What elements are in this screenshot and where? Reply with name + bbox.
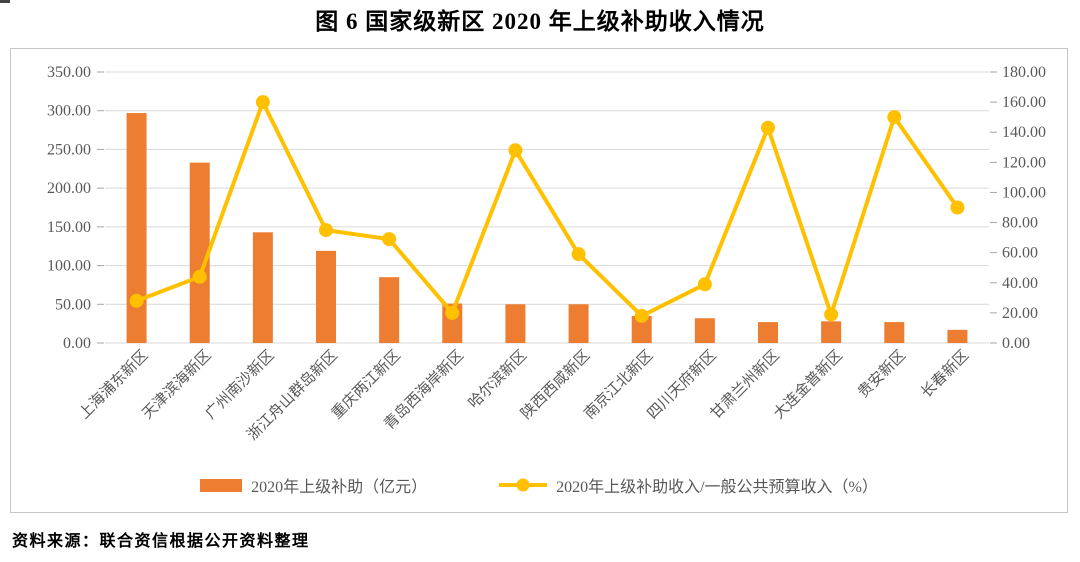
y-axis-label-left: 350.00: [47, 64, 91, 81]
y-axis-label-right: 100.00: [1002, 184, 1046, 201]
chart-title: 图 6 国家级新区 2020 年上级补助收入情况: [315, 9, 765, 34]
bar-series-swatch-icon: [200, 478, 243, 492]
y-axis-label-right: 120.00: [1002, 154, 1046, 171]
y-axis-label-left: 150.00: [47, 219, 91, 236]
y-axis-right-labels: 0.00 20.00 40.00 60.00 80.00 100.00 120.00 140.…: [1002, 64, 1046, 352]
y-axis-label-left: 300.00: [47, 103, 91, 120]
y-axis-label-right: 40.00: [1002, 275, 1038, 292]
legend-item-line: 2020年上级补助收入/一般公共预算收入（%）: [499, 473, 878, 497]
y-axis-label-right: 60.00: [1002, 245, 1038, 262]
x-axis-labels: 上海浦东新区天津滨海新区广州南沙新区浙江舟山群岛新区重庆两江新区青岛西海岸新区哈…: [76, 347, 973, 444]
line-dot: [950, 200, 965, 215]
y-axis-label-right: 180.00: [1002, 64, 1046, 81]
line-series-marker-icon: [499, 483, 548, 487]
line-series: [129, 95, 965, 323]
line-dot: [761, 120, 775, 135]
y-axis-label-right: 20.00: [1002, 305, 1038, 322]
y-axis-label-left: 100.00: [47, 258, 91, 275]
chart-legend: 2020年上级补助（亿元） 2020年上级补助收入/一般公共预算收入（%）: [11, 473, 1067, 497]
legend-item-bar: 2020年上级补助（亿元）: [200, 473, 427, 497]
bar: [252, 232, 273, 343]
bar: [884, 322, 905, 343]
line-series-label: 2020年上级补助收入/一般公共预算收入（%）: [556, 479, 878, 496]
y-axis-label-right: 80.00: [1002, 215, 1038, 232]
line-path: [134, 100, 960, 318]
bar: [126, 113, 147, 343]
line-dot: [192, 269, 207, 284]
bar: [694, 318, 715, 343]
bar-series-label: 2020年上级补助（亿元）: [251, 479, 428, 496]
line-dot: [319, 223, 333, 238]
line-dot: [571, 247, 586, 262]
line-dot: [382, 232, 397, 247]
y-axis-left-labels: 0.00 50.00 100.00 150.00 200.00 250.00 300.00 3…: [47, 64, 91, 352]
line-dot: [634, 308, 649, 323]
line-dot: [445, 305, 460, 320]
combo-bar-line-chart: 0.00 50.00 100.00 150.00 200.00 250.00 300.00 3…: [47, 64, 1046, 444]
y-axis-label-right: 140.00: [1002, 124, 1046, 141]
gridlines: [97, 71, 997, 344]
bar: [505, 304, 526, 343]
y-axis-label-left: 0.00: [63, 335, 91, 352]
x-axis-label: 长春新区: [918, 347, 972, 401]
y-axis-label-right: 0.00: [1002, 335, 1030, 352]
line-dot: [508, 143, 523, 158]
line-dot: [255, 95, 270, 110]
line-dot: [129, 293, 144, 308]
bar: [758, 322, 778, 343]
bar: [316, 250, 336, 343]
y-axis-label-left: 200.00: [47, 180, 91, 197]
bar: [189, 162, 210, 343]
y-axis-label-left: 250.00: [47, 141, 91, 158]
y-axis-label-left: 50.00: [55, 296, 91, 313]
bar: [821, 321, 842, 343]
chart-container: 0.00 50.00 100.00 150.00 200.00 250.00 300.00 3…: [10, 48, 1068, 513]
x-axis-label: 哈尔滨新区: [465, 347, 530, 412]
line-dot: [887, 110, 902, 125]
line-dot: [824, 307, 839, 322]
page-edge-artifact: [0, 0, 10, 3]
bar: [631, 315, 652, 343]
bar: [379, 277, 400, 343]
y-axis-label-right: 160.00: [1002, 94, 1046, 111]
line-dot: [697, 277, 712, 292]
bar-series: [126, 113, 968, 343]
bar: [947, 329, 968, 343]
bar: [568, 304, 589, 343]
x-axis-label: 贵安新区: [855, 347, 909, 401]
source-note: 资料来源：联合资信根据公开资料整理: [12, 533, 310, 550]
